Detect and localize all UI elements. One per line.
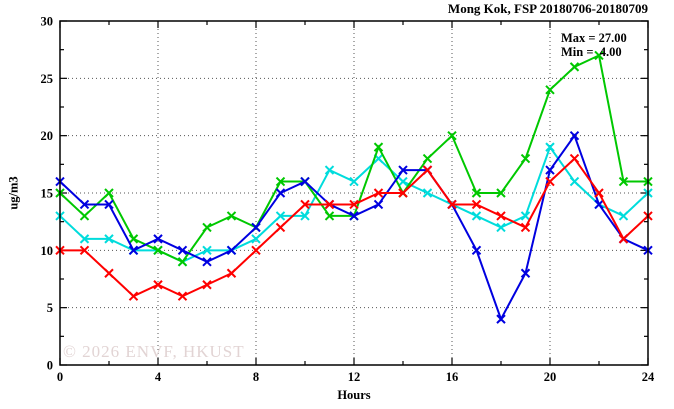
cyan-series bbox=[55, 142, 653, 267]
blue-series-markers bbox=[55, 130, 653, 324]
grid bbox=[60, 21, 648, 365]
x-tick-label: 20 bbox=[544, 370, 557, 384]
y-tick-label: 5 bbox=[47, 301, 53, 315]
red-series-line bbox=[60, 157, 649, 298]
plot-border bbox=[59, 20, 649, 366]
x-tick-label: 0 bbox=[57, 370, 63, 384]
y-tick-label: 15 bbox=[41, 187, 54, 201]
y-tick-label: 25 bbox=[41, 72, 54, 86]
x-axis-label: Hours bbox=[337, 388, 371, 402]
max-annotation: Max = 27.00 bbox=[561, 31, 627, 45]
x-tick-label: 24 bbox=[642, 370, 655, 384]
y-axis-label: ug/m3 bbox=[6, 176, 21, 210]
x-tick-label: 8 bbox=[253, 370, 259, 384]
blue-series-line bbox=[59, 133, 649, 322]
y-tick-label: 0 bbox=[47, 359, 53, 373]
min-annotation: Min = 4.00 bbox=[561, 45, 622, 59]
red-series bbox=[55, 153, 653, 301]
y-tick-label: 20 bbox=[41, 129, 54, 143]
x-tick-label: 16 bbox=[446, 370, 459, 384]
green-series-line bbox=[59, 53, 648, 264]
y-tick-label: 30 bbox=[41, 15, 54, 29]
x-tick-label: 4 bbox=[155, 370, 162, 384]
blue-series bbox=[55, 130, 653, 324]
x-tick-label: 12 bbox=[348, 370, 361, 384]
cyan-series-markers bbox=[55, 142, 653, 267]
y-tick-label: 10 bbox=[41, 244, 54, 258]
red-series-markers bbox=[55, 153, 653, 301]
tick-labels: 0 4 8 12 16 20 24 0 5 10 15 20 25 30 bbox=[41, 15, 656, 385]
chart-title: Mong Kok, FSP 20180706-20180709 bbox=[447, 1, 648, 16]
watermark: © 2026 ENVF, HKUST bbox=[63, 342, 245, 361]
